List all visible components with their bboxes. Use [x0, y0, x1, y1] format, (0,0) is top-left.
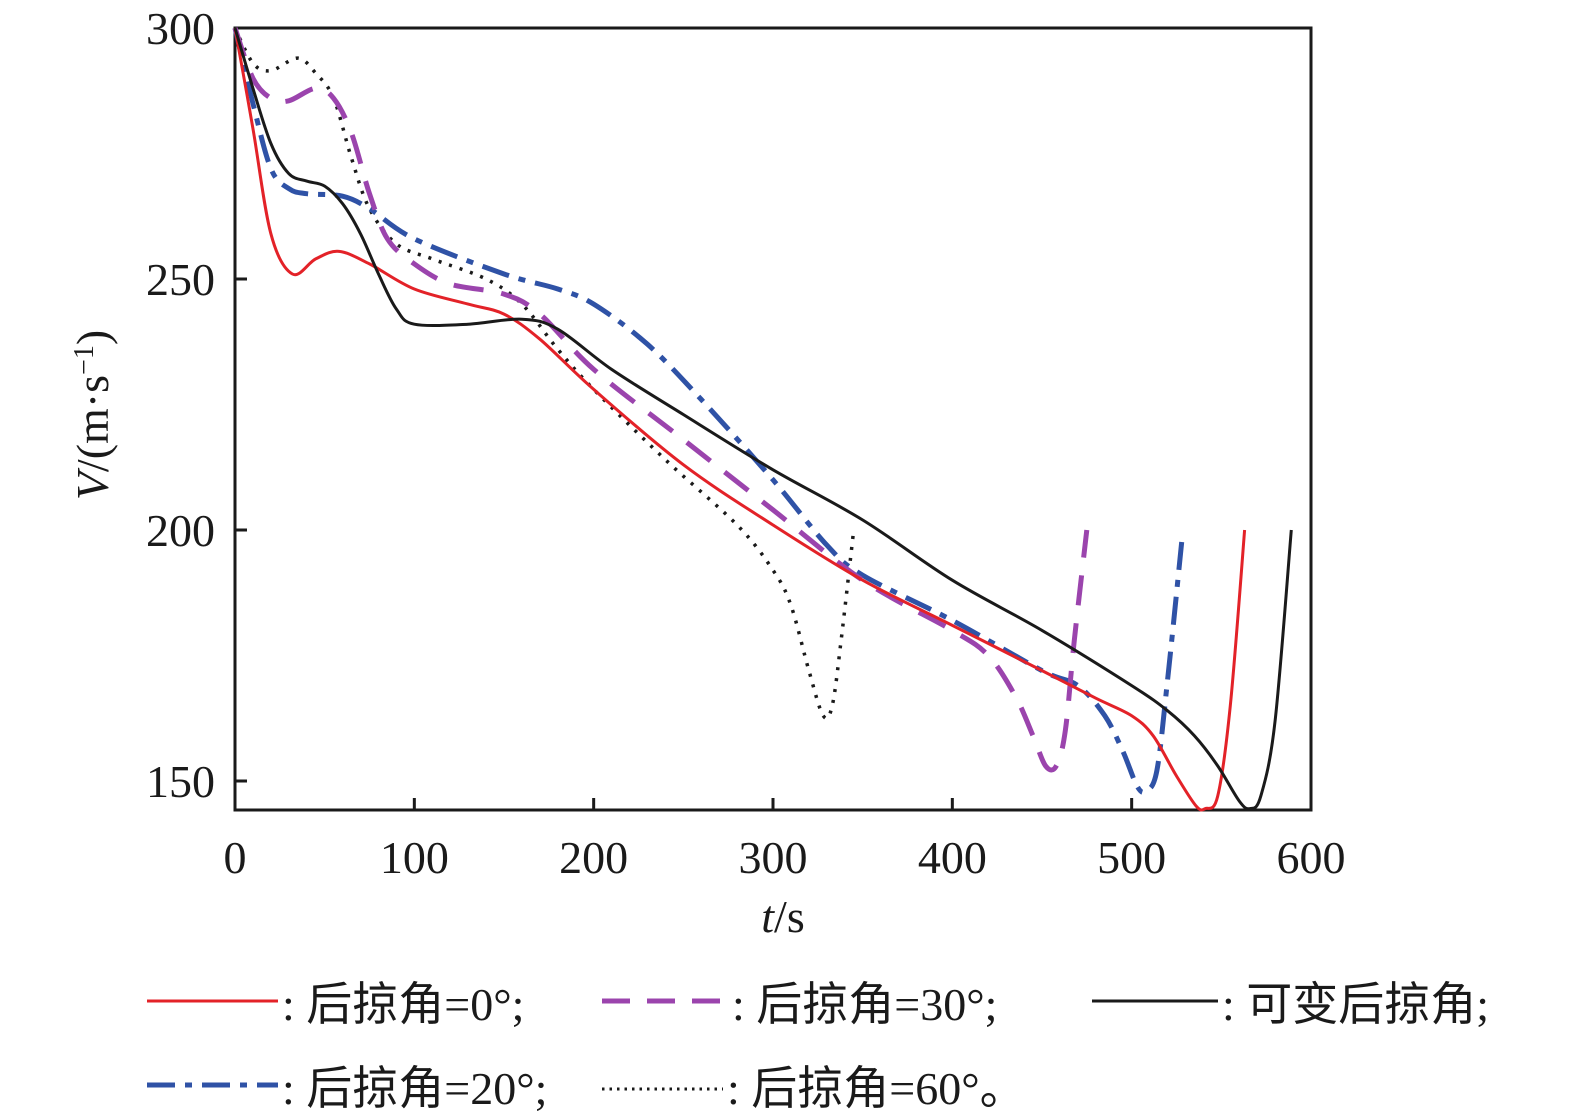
ticks-layer: 0 100 200 300 400 500 600 150 200 250 300	[146, 3, 1346, 883]
y-axis-title-close: )	[67, 330, 118, 345]
series-line-sweep-60	[233, 27, 856, 721]
x-tick-label: 400	[918, 832, 987, 883]
legend-item-sweep-0: : 后掠角=0°;	[145, 968, 524, 1034]
x-tick-label: 600	[1277, 832, 1346, 883]
y-axis-title-unit: /(m·s	[67, 375, 118, 472]
legend-label: : 后掠角=60°。	[727, 1063, 1026, 1114]
x-tick-label: 300	[739, 832, 808, 883]
velocity-chart: 0 100 200 300 400 500 600 150 200 250 300 t/s V/(m…	[67, 3, 1346, 942]
y-tick-label: 250	[146, 254, 215, 305]
y-axis-title-var: V	[67, 467, 118, 500]
x-axis-title-unit: /s	[774, 891, 805, 942]
legend-item-sweep-20: : 后掠角=20°;	[145, 1052, 547, 1118]
y-axis-title: V/(m·s−1)	[67, 330, 118, 500]
series-layer	[232, 27, 1293, 812]
series-line-sweep-0	[233, 27, 1247, 812]
plot-border	[233, 26, 1313, 812]
plot-frame	[233, 26, 1313, 812]
legend-swatch-dashdot-blue	[147, 1082, 278, 1088]
x-axis-title-var: t	[761, 891, 775, 942]
legend-swatch-solid-black	[1092, 999, 1218, 1003]
legend-label: : 可变后掠角;	[1222, 979, 1490, 1030]
y-tick-label: 200	[146, 505, 215, 556]
legend-swatch-solid-red	[147, 999, 278, 1003]
x-tick-label: 500	[1097, 832, 1166, 883]
legend-label: : 后掠角=30°;	[732, 979, 998, 1030]
legend-item-sweep-60: : 后掠角=60°。	[600, 1052, 1026, 1118]
x-axis-title: t/s	[761, 891, 804, 942]
legend-swatch-dashed-purple	[602, 998, 728, 1004]
y-tick-label: 300	[146, 3, 215, 54]
y-axis-title-sup: −1	[69, 345, 100, 375]
y-tick-label: 150	[146, 756, 215, 807]
x-tick-label: 0	[224, 832, 247, 883]
series-line-sweep-30	[232, 27, 1090, 773]
legend-label: : 后掠角=20°;	[282, 1063, 548, 1114]
series-line-sweep-20	[232, 27, 1185, 795]
legend-item-variable-sweep: : 可变后掠角;	[1090, 968, 1489, 1034]
legend-label: : 后掠角=0°;	[282, 979, 525, 1030]
series-line-variable-sweep	[233, 27, 1293, 811]
x-tick-label: 200	[559, 832, 628, 883]
x-tick-label: 100	[380, 832, 449, 883]
legend-item-sweep-30: : 后掠角=30°;	[600, 968, 997, 1034]
legend-swatch-dotted-black	[602, 1087, 723, 1091]
